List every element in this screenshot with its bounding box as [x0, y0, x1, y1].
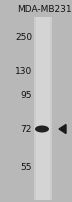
- Polygon shape: [59, 125, 66, 134]
- Text: 130: 130: [15, 67, 32, 76]
- Bar: [36, 18, 50, 200]
- Text: MDA-MB231: MDA-MB231: [17, 5, 71, 14]
- Text: 250: 250: [15, 33, 32, 42]
- Ellipse shape: [35, 126, 49, 133]
- Text: 95: 95: [21, 91, 32, 100]
- Text: 55: 55: [21, 163, 32, 172]
- Bar: [34, 18, 52, 200]
- Text: 72: 72: [21, 125, 32, 134]
